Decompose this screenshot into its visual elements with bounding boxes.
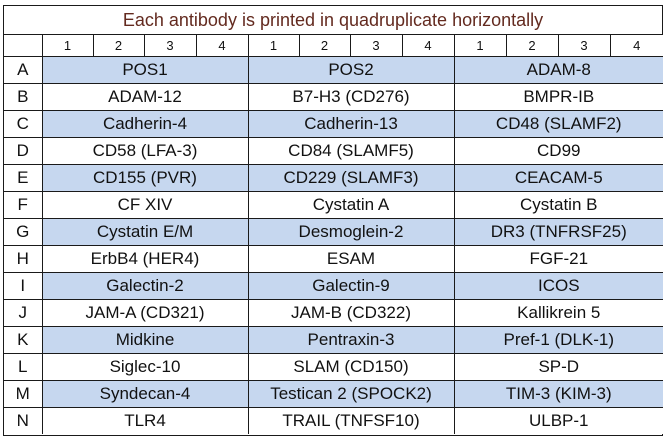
table-row: J JAM-A (CD321) JAM-B (CD322) Kallikrein 5 bbox=[4, 299, 663, 327]
column-number: 2 bbox=[298, 35, 351, 57]
antibody-cell: Galectin-9 bbox=[247, 272, 455, 300]
antibody-cell: B7-H3 (CD276) bbox=[247, 83, 455, 111]
row-letter: N bbox=[4, 407, 43, 434]
antibody-cell: CEACAM-5 bbox=[453, 164, 663, 192]
row-letter: M bbox=[4, 380, 43, 408]
antibody-cell: SP-D bbox=[453, 353, 663, 381]
table-row: G Cystatin E/M Desmoglein-2 DR3 (TNFRSF25) bbox=[4, 218, 663, 246]
antibody-cell: Kallikrein 5 bbox=[453, 299, 663, 327]
antibody-cell: Cystatin E/M bbox=[41, 218, 249, 246]
row-letter: H bbox=[4, 245, 43, 273]
antibody-cell: ESAM bbox=[247, 245, 455, 273]
antibody-cell: BMPR-IB bbox=[453, 83, 663, 111]
column-number: 3 bbox=[143, 35, 197, 57]
corner-cell bbox=[4, 35, 43, 57]
antibody-cell: ADAM-12 bbox=[41, 83, 249, 111]
antibody-cell: Pentraxin-3 bbox=[247, 326, 455, 354]
antibody-cell: Cystatin A bbox=[247, 191, 455, 219]
antibody-cell: Pref-1 (DLK-1) bbox=[453, 326, 663, 354]
antibody-cell: Cadherin-4 bbox=[41, 110, 249, 138]
column-number-row: 1 2 3 4 1 2 3 4 1 2 3 4 bbox=[4, 35, 663, 57]
column-number: 1 bbox=[247, 35, 300, 57]
antibody-cell: CD48 (SLAMF2) bbox=[453, 110, 663, 138]
antibody-grid: 1 2 3 4 1 2 3 4 1 2 3 4 A POS1 POS2 ADAM-8 B… bbox=[4, 35, 663, 434]
row-letter: I bbox=[4, 272, 43, 300]
antibody-cell: CF XIV bbox=[41, 191, 249, 219]
row-letter: K bbox=[4, 326, 43, 354]
column-number: 4 bbox=[195, 35, 249, 57]
row-letter: F bbox=[4, 191, 43, 219]
antibody-cell: ErbB4 (HER4) bbox=[41, 245, 249, 273]
antibody-cell: Testican 2 (SPOCK2) bbox=[247, 380, 455, 408]
antibody-cell: ULBP-1 bbox=[453, 407, 663, 434]
antibody-cell: Cadherin-13 bbox=[247, 110, 455, 138]
antibody-cell: Desmoglein-2 bbox=[247, 218, 455, 246]
antibody-cell: Cystatin B bbox=[453, 191, 663, 219]
antibody-cell: TLR4 bbox=[41, 407, 249, 434]
antibody-cell: Syndecan-4 bbox=[41, 380, 249, 408]
table-row: M Syndecan-4 Testican 2 (SPOCK2) TIM-3 (KIM… bbox=[4, 380, 663, 408]
table-row: H ErbB4 (HER4) ESAM FGF-21 bbox=[4, 245, 663, 273]
table-row: L Siglec-10 SLAM (CD150) SP-D bbox=[4, 353, 663, 381]
row-letter: J bbox=[4, 299, 43, 327]
antibody-cell: CD229 (SLAMF3) bbox=[247, 164, 455, 192]
row-letter: B bbox=[4, 83, 43, 111]
column-number: 4 bbox=[401, 35, 455, 57]
antibody-cell: CD58 (LFA-3) bbox=[41, 137, 249, 165]
antibody-cell: TIM-3 (KIM-3) bbox=[453, 380, 663, 408]
table-row: E CD155 (PVR) CD229 (SLAMF3) CEACAM-5 bbox=[4, 164, 663, 192]
column-number: 1 bbox=[453, 35, 507, 57]
row-letter: G bbox=[4, 218, 43, 246]
antibody-cell: JAM-A (CD321) bbox=[41, 299, 249, 327]
antibody-cell: CD99 bbox=[453, 137, 663, 165]
antibody-cell: CD155 (PVR) bbox=[41, 164, 249, 192]
column-number: 4 bbox=[609, 35, 663, 57]
antibody-cell: CD84 (SLAMF5) bbox=[247, 137, 455, 165]
column-number: 2 bbox=[505, 35, 559, 57]
antibody-cell: DR3 (TNFRSF25) bbox=[453, 218, 663, 246]
row-letter: D bbox=[4, 137, 43, 165]
table-row: C Cadherin-4 Cadherin-13 CD48 (SLAMF2) bbox=[4, 110, 663, 138]
sheet-title: Each antibody is printed in quadruplicat… bbox=[4, 6, 662, 35]
antibody-cell: JAM-B (CD322) bbox=[247, 299, 455, 327]
table-row: I Galectin-2 Galectin-9 ICOS bbox=[4, 272, 663, 300]
table-row: N TLR4 TRAIL (TNFSF10) ULBP-1 bbox=[4, 407, 663, 434]
row-letter: C bbox=[4, 110, 43, 138]
antibody-cell: FGF-21 bbox=[453, 245, 663, 273]
table-row: A POS1 POS2 ADAM-8 bbox=[4, 56, 663, 84]
antibody-cell: SLAM (CD150) bbox=[247, 353, 455, 381]
row-letter: A bbox=[4, 56, 43, 84]
table-row: D CD58 (LFA-3) CD84 (SLAMF5) CD99 bbox=[4, 137, 663, 165]
row-letter: L bbox=[4, 353, 43, 381]
antibody-cell: POS1 bbox=[41, 56, 249, 84]
column-number: 3 bbox=[349, 35, 403, 57]
antibody-array-map: Each antibody is printed in quadruplicat… bbox=[3, 5, 663, 436]
table-row: B ADAM-12 B7-H3 (CD276) BMPR-IB bbox=[4, 83, 663, 111]
antibody-cell: Midkine bbox=[41, 326, 249, 354]
column-number: 1 bbox=[41, 35, 94, 57]
antibody-cell: Siglec-10 bbox=[41, 353, 249, 381]
table-row: K Midkine Pentraxin-3 Pref-1 (DLK-1) bbox=[4, 326, 663, 354]
column-number: 3 bbox=[557, 35, 611, 57]
column-number: 2 bbox=[92, 35, 145, 57]
antibody-cell: POS2 bbox=[247, 56, 455, 84]
antibody-cell: ADAM-8 bbox=[453, 56, 663, 84]
antibody-cell: TRAIL (TNFSF10) bbox=[247, 407, 455, 434]
antibody-cell: Galectin-2 bbox=[41, 272, 249, 300]
antibody-cell: ICOS bbox=[453, 272, 663, 300]
table-row: F CF XIV Cystatin A Cystatin B bbox=[4, 191, 663, 219]
row-letter: E bbox=[4, 164, 43, 192]
